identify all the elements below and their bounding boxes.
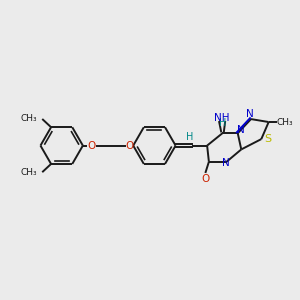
Text: O: O (201, 174, 209, 184)
Text: H: H (186, 132, 193, 142)
Text: CH₃: CH₃ (20, 168, 37, 177)
Text: O: O (87, 141, 95, 151)
Text: H: H (219, 118, 227, 128)
Text: O: O (126, 141, 134, 151)
Text: N: N (222, 158, 230, 168)
Text: NH: NH (214, 113, 230, 123)
Text: S: S (264, 134, 271, 143)
Text: CH₃: CH₃ (277, 118, 293, 127)
Text: N: N (237, 125, 244, 135)
Text: N: N (246, 110, 254, 119)
Text: CH₃: CH₃ (20, 115, 37, 124)
